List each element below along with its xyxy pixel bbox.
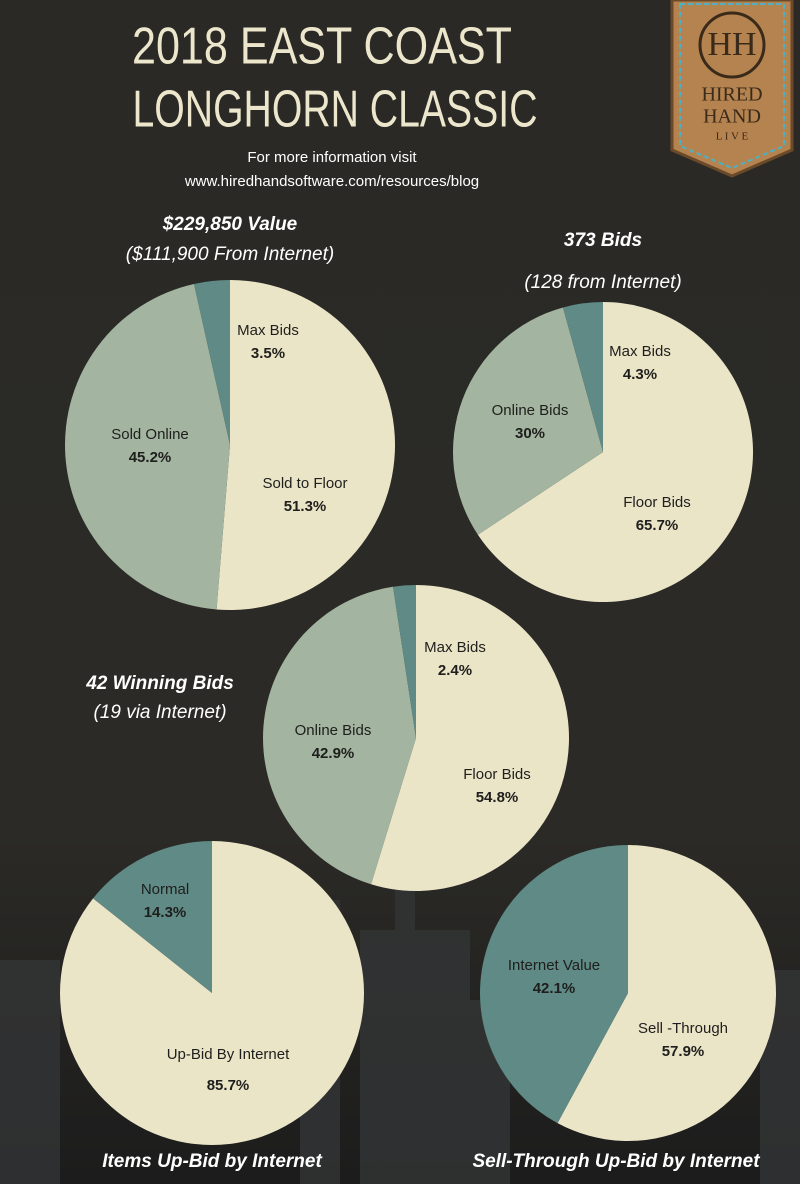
slice-value: 85.7% bbox=[207, 1077, 250, 1094]
pie-slice bbox=[263, 586, 416, 885]
pie-subtitle: (128 from Internet) bbox=[524, 272, 681, 293]
logo: HH HIRED HAND L I V E bbox=[670, 0, 794, 178]
pie-slice bbox=[60, 841, 365, 1145]
slice-value: 51.3% bbox=[284, 498, 327, 515]
slice-value: 42.1% bbox=[533, 980, 576, 997]
pie-subtitle: (19 via Internet) bbox=[93, 702, 226, 723]
pie-slice bbox=[371, 585, 569, 891]
slice-label: Sell -Through bbox=[638, 1020, 728, 1037]
slice-value: 42.9% bbox=[312, 745, 355, 762]
title: 2018 EAST COAST bbox=[132, 18, 512, 76]
slice-label: Internet Value bbox=[508, 957, 600, 974]
slice-value: 2.4% bbox=[438, 662, 472, 679]
slice-value: 3.5% bbox=[251, 345, 285, 362]
pie-slice bbox=[64, 283, 230, 610]
logo-text: L I V E bbox=[716, 131, 749, 143]
info: For more information visit bbox=[247, 149, 417, 166]
slice-label: Up-Bid By Internet bbox=[167, 1046, 290, 1063]
pie-title: $229,850 Value bbox=[162, 214, 298, 235]
logo-monogram: HH bbox=[707, 26, 756, 63]
url: www.hiredhandsoftware.com/resources/blog bbox=[184, 173, 479, 190]
pie-title: 373 Bids bbox=[564, 230, 642, 251]
pie-slice bbox=[562, 302, 603, 452]
pie-title: 42 Winning Bids bbox=[85, 673, 234, 694]
title: LONGHORN CLASSIC bbox=[133, 81, 538, 139]
slice-label: Max Bids bbox=[424, 639, 486, 656]
slice-label: Sold Online bbox=[111, 426, 189, 443]
pie-title: Sell-Through Up-Bid by Internet bbox=[472, 1151, 760, 1172]
slice-label: Normal bbox=[141, 881, 189, 898]
slice-value: 4.3% bbox=[623, 366, 657, 383]
slice-label: Sold to Floor bbox=[262, 475, 347, 492]
pie-slice bbox=[480, 845, 628, 1124]
slice-label: Max Bids bbox=[609, 343, 671, 360]
slice-label: Max Bids bbox=[237, 322, 299, 339]
pie-slice bbox=[453, 307, 603, 535]
pie-slice bbox=[194, 280, 230, 445]
slice-value: 54.8% bbox=[476, 789, 519, 806]
logo-text: HAND bbox=[703, 106, 761, 128]
slice-value: 14.3% bbox=[144, 904, 187, 921]
logo-text: HIRED bbox=[701, 84, 762, 106]
slice-value: 45.2% bbox=[129, 449, 172, 466]
pie-slice bbox=[216, 280, 396, 611]
slice-label: Floor Bids bbox=[463, 766, 531, 783]
pie-title: Items Up-Bid by Internet bbox=[102, 1151, 322, 1172]
slice-value: 57.9% bbox=[662, 1043, 705, 1060]
pie-slice bbox=[557, 845, 777, 1141]
pie-slice bbox=[477, 302, 754, 602]
slice-label: Floor Bids bbox=[623, 494, 691, 511]
slice-label: Online Bids bbox=[492, 402, 569, 419]
pie-slice bbox=[393, 585, 416, 738]
slice-value: 65.7% bbox=[636, 517, 679, 534]
slice-value: 30% bbox=[515, 425, 545, 442]
slice-label: Online Bids bbox=[295, 722, 372, 739]
pie-subtitle: ($111,900 From Internet) bbox=[126, 244, 334, 265]
pie-slice bbox=[93, 841, 212, 993]
